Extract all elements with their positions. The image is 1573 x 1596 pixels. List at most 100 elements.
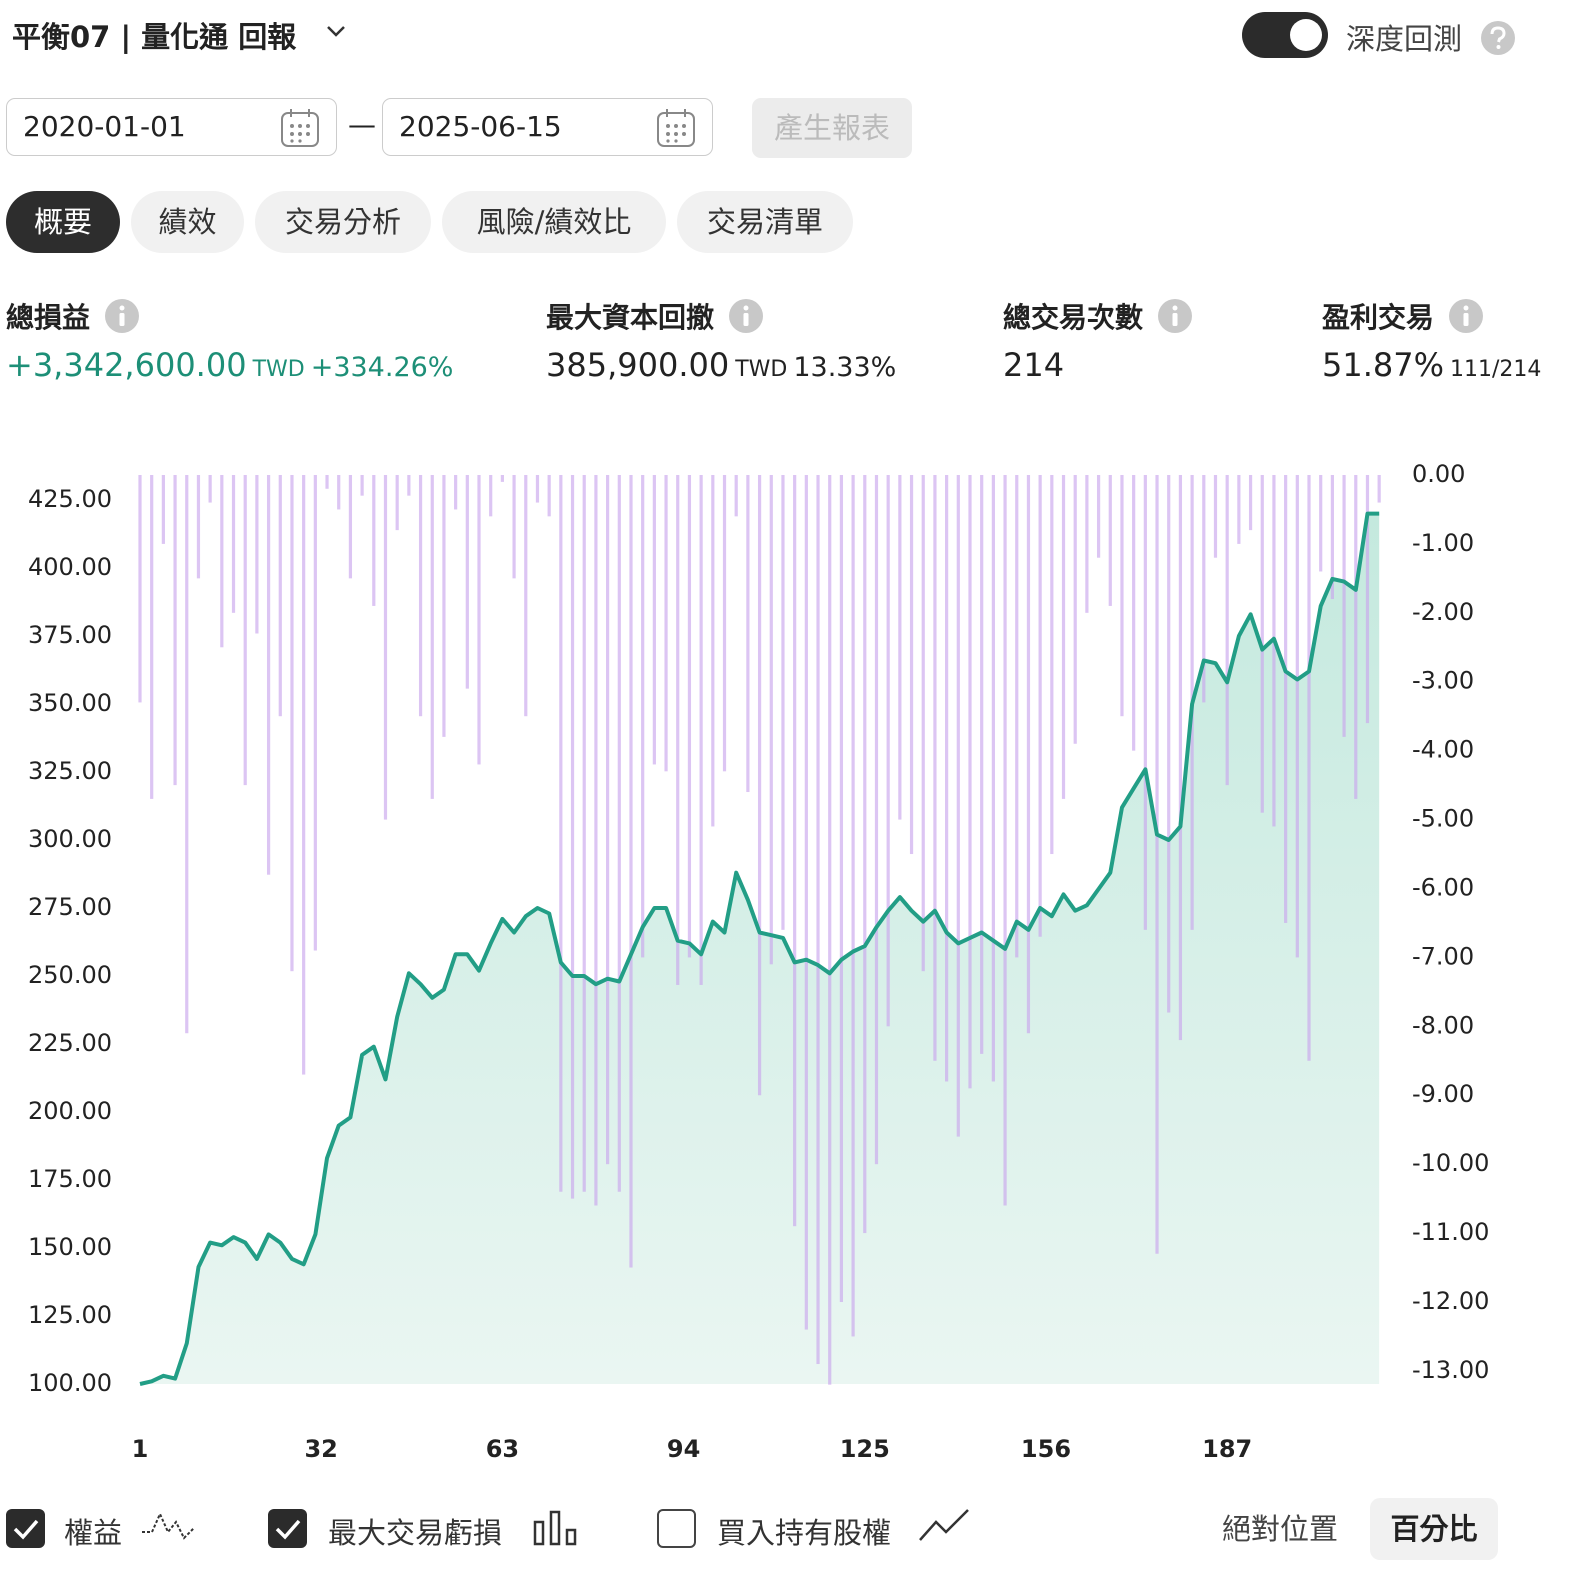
y-tick-label: 275.00 (28, 893, 112, 921)
drawdown-bar (582, 475, 586, 1192)
drawdown-bar (559, 475, 563, 1192)
info[interactable] (1157, 298, 1193, 341)
info-icon[interactable] (1448, 298, 1484, 334)
drawdown-bar (407, 475, 411, 496)
y-tick-label: 150.00 (28, 1233, 112, 1261)
drawdown-bar (302, 475, 306, 1075)
drawdown-bar (418, 475, 423, 717)
drawdown-bar (746, 475, 750, 793)
position-mode[interactable]: 百分比 (1370, 1498, 1498, 1560)
stat-extra: +334.26% (310, 352, 454, 383)
tab[interactable]: 概要 (6, 191, 120, 253)
tab[interactable]: 交易清單 (677, 191, 853, 253)
y2-tick-label: -10.00 (1412, 1149, 1489, 1177)
drawdown-bar (886, 475, 890, 1027)
x-tick-label: 32 (304, 1435, 337, 1463)
drawdown-bar (290, 475, 294, 972)
stat-label: 總損益 (6, 296, 140, 336)
drawdown-bar (547, 475, 551, 517)
drawdown-bar (337, 475, 341, 510)
drawdown-bar (641, 475, 645, 958)
drawdown-bar (1213, 475, 1218, 558)
stat-label: 最大資本回撤 (546, 296, 764, 336)
drawdown-bar (991, 475, 995, 1082)
drawdown-bar (968, 475, 972, 1089)
drawdown-bar (898, 475, 902, 820)
legend-icon (919, 1509, 969, 1541)
drawdown-bar (325, 475, 329, 489)
stat-unit: TWD (735, 357, 788, 382)
end-date-input[interactable]: 2025-06-15 (382, 98, 713, 156)
drawdown-bar (231, 475, 236, 613)
legend-label: 權益 (64, 1516, 123, 1550)
checkbox[interactable] (268, 1509, 307, 1548)
drawdown-bar (664, 475, 668, 772)
drawdown-bar (1377, 475, 1381, 503)
drawdown-bar (874, 475, 879, 1165)
date-separator: — (348, 108, 376, 141)
drawdown-bar (629, 475, 633, 1268)
info-icon[interactable] (1157, 298, 1193, 334)
drawdown-bar (617, 475, 621, 1192)
stat-unit: TWD (252, 357, 305, 382)
drawdown-bar (1354, 475, 1358, 799)
drawdown-bar (828, 475, 832, 1385)
drawdown-bar (1143, 475, 1147, 930)
y-tick-label: 175.00 (28, 1165, 112, 1193)
start-date-input[interactable]: 2020-01-01 (6, 98, 337, 156)
drawdown-bar (1026, 475, 1031, 1034)
tab[interactable]: 交易分析 (255, 191, 431, 253)
dropdown-icon[interactable] (326, 24, 346, 38)
y2-tick-label: -4.00 (1412, 736, 1474, 764)
x-tick-label: 125 (840, 1435, 890, 1463)
position-mode[interactable]: 絕對位置 (1221, 1512, 1338, 1546)
drawdown-bar (851, 475, 855, 1337)
stat-value: 214 (1003, 346, 1064, 384)
drawdown-bar (1295, 475, 1299, 958)
drawdown-bar (1038, 475, 1042, 937)
equity-line (139, 511, 1380, 1386)
tab[interactable]: 風險/績效比 (442, 191, 666, 253)
generate-button[interactable]: 產生報表 (752, 98, 912, 158)
info[interactable] (1448, 298, 1484, 341)
tab[interactable]: 績效 (131, 191, 244, 253)
drawdown-bar (1272, 475, 1276, 827)
report-title[interactable]: 平衡07 | 量化通 回報 (12, 20, 297, 54)
toggle[interactable] (1242, 12, 1328, 58)
drawdown-bar (454, 475, 458, 510)
help-icon[interactable] (1480, 20, 1516, 56)
info[interactable] (104, 298, 140, 341)
x-tick-label: 1 (132, 1435, 149, 1463)
checkbox[interactable] (6, 1509, 45, 1548)
drawdown-bar (980, 475, 984, 1054)
drawdown-bar (278, 475, 282, 717)
y-tick-label: 400.00 (28, 553, 112, 581)
x-tick-label: 94 (667, 1435, 700, 1463)
stat-value: +3,342,600.00 TWD +334.26% (6, 346, 453, 384)
info[interactable] (728, 298, 764, 341)
calendar-icon[interactable] (280, 108, 320, 148)
drawdown-bar (243, 475, 247, 786)
y2-tick-label: -6.00 (1412, 873, 1474, 901)
calendar-icon[interactable] (656, 108, 696, 148)
y-tick-label: 350.00 (28, 689, 112, 717)
drawdown-bar (477, 475, 481, 765)
y2-tick-label: -13.00 (1412, 1356, 1489, 1384)
y-tick-label: 225.00 (28, 1029, 112, 1057)
drawdown-bar (1050, 475, 1054, 855)
info-icon[interactable] (728, 298, 764, 334)
legend-icon (533, 1510, 577, 1546)
drawdown-bar (150, 475, 154, 799)
drawdown-bar (1073, 475, 1077, 744)
drawdown-bar (687, 475, 692, 958)
drawdown-bar (863, 475, 867, 1234)
drawdown-bar (383, 475, 388, 820)
legend-label: 最大交易虧損 (328, 1516, 503, 1550)
checkbox[interactable] (657, 1509, 696, 1548)
drawdown-bar (1155, 475, 1159, 1254)
drawdown-bar (570, 475, 575, 1199)
drawdown-bar (1342, 475, 1346, 737)
info-icon[interactable] (104, 298, 140, 334)
stat-label-text: 最大資本回撤 (546, 301, 715, 334)
